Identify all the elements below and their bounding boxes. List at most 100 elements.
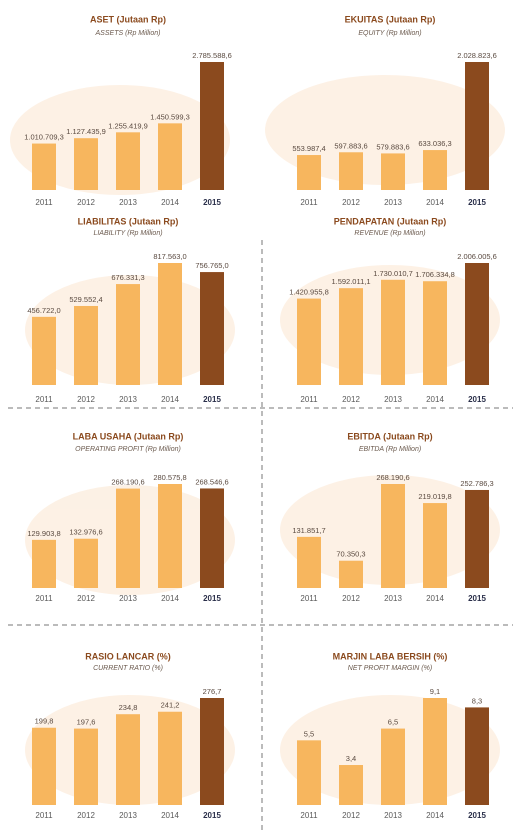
chart-subtitle: EQUITY (Rp Million) — [358, 30, 421, 37]
chart-title: LABA USAHA (Jutaan Rp) — [73, 431, 184, 441]
value-label: 219.019,8 — [418, 492, 451, 501]
category-label: 2013 — [384, 198, 402, 207]
category-label: 2015 — [468, 594, 486, 603]
bar — [200, 488, 224, 588]
category-label: 2013 — [119, 594, 137, 603]
bar — [200, 698, 224, 805]
value-label: 633.036,3 — [418, 139, 451, 148]
value-label: 280.575,8 — [153, 473, 186, 482]
chart-title: LIABILITAS (Jutaan Rp) — [78, 216, 179, 226]
category-label: 2011 — [300, 395, 318, 404]
category-label: 2011 — [35, 198, 53, 207]
dividers — [8, 240, 513, 834]
category-label: 2015 — [203, 198, 221, 207]
value-label: 268.190,6 — [376, 473, 409, 482]
value-label: 6,5 — [388, 718, 398, 727]
value-label: 197,6 — [77, 718, 96, 727]
bar — [116, 284, 140, 385]
bar — [158, 263, 182, 385]
chart-title: MARJIN LABA BERSIH (%) — [333, 651, 448, 661]
chart-title: PENDAPATAN (Jutaan Rp) — [334, 216, 447, 226]
bar — [158, 484, 182, 588]
bar — [381, 279, 405, 385]
chart-title: EKUITAS (Jutaan Rp) — [345, 14, 436, 24]
value-label: 579.883,6 — [376, 142, 409, 151]
bar — [465, 707, 489, 805]
value-label: 597.883,6 — [334, 141, 367, 150]
chart-subtitle: OPERATING PROFIT (Rp Million) — [75, 446, 181, 453]
bar — [297, 298, 321, 385]
bar — [32, 316, 56, 385]
category-label: 2013 — [384, 594, 402, 603]
category-label: 2015 — [468, 395, 486, 404]
bar — [200, 272, 224, 385]
category-label: 2013 — [119, 395, 137, 404]
bar — [297, 536, 321, 588]
bar — [116, 714, 140, 805]
category-label: 2014 — [161, 811, 179, 820]
chart-subtitle: EBITDA (Rp Million) — [359, 446, 421, 453]
value-label: 1.592.011,1 — [331, 277, 370, 286]
value-label: 1.730.010,7 — [373, 269, 413, 278]
category-label: 2014 — [161, 198, 179, 207]
chart-subtitle: NET PROFIT MARGIN (%) — [348, 665, 432, 672]
bar — [32, 143, 56, 190]
bar — [116, 488, 140, 588]
category-label: 2012 — [342, 198, 360, 207]
bar — [465, 263, 489, 385]
category-label: 2014 — [426, 395, 444, 404]
chart-title: ASET (Jutaan Rp) — [90, 14, 166, 24]
category-label: 2011 — [35, 594, 53, 603]
bar — [32, 727, 56, 805]
chart-title: RASIO LANCAR (%) — [85, 651, 171, 661]
category-label: 2012 — [77, 594, 95, 603]
chart-title: EBITDA (Jutaan Rp) — [347, 431, 432, 441]
value-label: 2.785.588,6 — [192, 51, 232, 60]
bar — [423, 503, 447, 588]
value-label: 456.722,0 — [27, 306, 60, 315]
value-label: 529.552,4 — [69, 295, 102, 304]
value-label: 1.127.435,9 — [66, 127, 106, 136]
category-label: 2015 — [203, 395, 221, 404]
category-label: 2012 — [342, 811, 360, 820]
value-label: 756.765,0 — [195, 261, 228, 270]
category-label: 2013 — [384, 811, 402, 820]
category-label: 2012 — [77, 811, 95, 820]
category-label: 2011 — [300, 811, 318, 820]
value-label: 268.190,6 — [111, 478, 144, 487]
value-label: 553.987,4 — [292, 144, 325, 153]
value-label: 268.546,6 — [195, 477, 228, 486]
value-label: 3,4 — [346, 754, 356, 763]
bar — [74, 728, 98, 805]
category-label: 2011 — [300, 594, 318, 603]
category-label: 2011 — [300, 198, 318, 207]
value-label: 132.976,6 — [69, 528, 102, 537]
chart-subtitle: CURRENT RATIO (%) — [93, 665, 163, 672]
category-label: 2015 — [468, 198, 486, 207]
bar — [158, 711, 182, 805]
category-label: 2012 — [342, 395, 360, 404]
value-label: 234,8 — [119, 703, 138, 712]
bar — [465, 489, 489, 588]
value-label: 1.010.709,3 — [24, 133, 64, 142]
value-label: 817.563,0 — [153, 252, 186, 261]
value-label: 8,3 — [472, 696, 482, 705]
bar — [74, 138, 98, 190]
value-label: 9,1 — [430, 687, 440, 696]
category-label: 2014 — [426, 811, 444, 820]
category-label: 2013 — [119, 198, 137, 207]
value-label: 276,7 — [203, 687, 222, 696]
category-label: 2015 — [468, 811, 486, 820]
bar — [465, 62, 489, 190]
value-label: 199,8 — [35, 717, 54, 726]
bar — [423, 698, 447, 805]
bar — [200, 62, 224, 190]
bar — [116, 132, 140, 190]
category-label: 2012 — [342, 594, 360, 603]
bar — [158, 123, 182, 190]
category-label: 2014 — [426, 198, 444, 207]
category-label: 2014 — [161, 395, 179, 404]
category-label: 2012 — [77, 198, 95, 207]
value-label: 1.255.419,9 — [108, 121, 148, 130]
